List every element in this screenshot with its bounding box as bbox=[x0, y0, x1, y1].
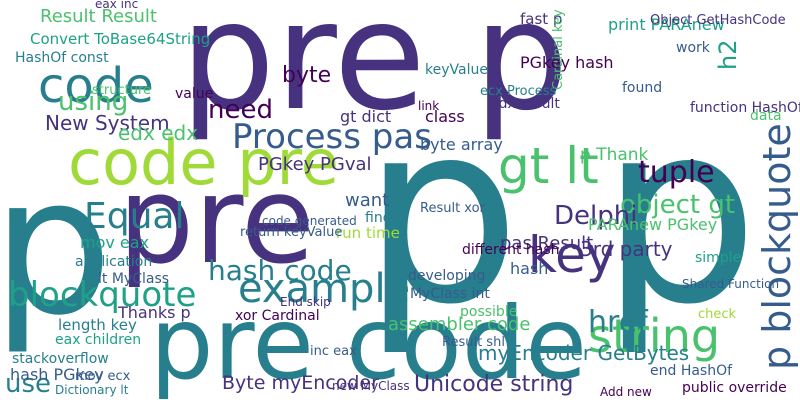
word: Result xor bbox=[420, 201, 486, 216]
word: ecx Process bbox=[480, 84, 557, 99]
word: function HashOf bbox=[690, 100, 800, 116]
word: keyValue bbox=[425, 62, 488, 78]
word: pre bbox=[118, 152, 315, 291]
word: stackoverflow bbox=[12, 351, 109, 367]
word: code generated bbox=[262, 214, 357, 228]
word: inc eax bbox=[310, 344, 357, 359]
word: hash bbox=[510, 259, 548, 278]
word: return keyValue bbox=[240, 225, 342, 240]
word: Add new bbox=[600, 385, 652, 399]
word: structure bbox=[92, 83, 151, 98]
word: p bbox=[0, 136, 113, 357]
word: data bbox=[750, 108, 782, 124]
word: code bbox=[38, 58, 154, 114]
word: want bbox=[345, 190, 389, 211]
word: Shared Function bbox=[682, 277, 779, 291]
word: Delphi bbox=[554, 201, 637, 231]
word: different hash bbox=[462, 242, 560, 258]
word: myEncoder GetBytes bbox=[478, 341, 689, 365]
word: Result shl bbox=[442, 335, 505, 350]
word: Thanks p bbox=[117, 303, 191, 322]
word: pas Result bbox=[500, 233, 593, 254]
word: Equal bbox=[84, 196, 184, 237]
word: using bbox=[58, 87, 128, 117]
word: tuple bbox=[638, 155, 715, 190]
word: check bbox=[698, 307, 737, 322]
word: work bbox=[676, 40, 711, 56]
word: developing bbox=[408, 268, 485, 284]
word: PGkey hash bbox=[520, 53, 614, 72]
word: possible bbox=[460, 304, 517, 320]
word: run time bbox=[336, 224, 400, 242]
word: xor Cardinal bbox=[235, 308, 320, 324]
word: h2 bbox=[714, 40, 742, 70]
word: need bbox=[208, 95, 273, 125]
word: HashOf const bbox=[15, 50, 109, 66]
word: blockquote bbox=[8, 275, 196, 315]
word: Dictionary lt bbox=[55, 383, 129, 397]
word: key bbox=[528, 226, 616, 284]
word: string bbox=[588, 309, 720, 363]
word: eax children bbox=[55, 332, 141, 348]
word: Convert ToBase64String bbox=[30, 30, 210, 48]
word: print PARAnew bbox=[608, 15, 725, 34]
word: Cardinal key bbox=[551, 9, 566, 90]
word: PGkey PGval bbox=[258, 154, 372, 175]
word: find bbox=[365, 210, 392, 226]
word: code pre bbox=[68, 126, 339, 199]
word: public override bbox=[682, 380, 787, 396]
word: new MyClass bbox=[332, 379, 410, 393]
word: MyClass int bbox=[410, 286, 490, 302]
word: edx result bbox=[490, 96, 560, 112]
word: pre p bbox=[180, 0, 569, 144]
word: length key bbox=[58, 316, 137, 334]
word: assembler code bbox=[388, 314, 530, 335]
word: p Thank bbox=[580, 145, 649, 165]
word: Unicode string bbox=[414, 372, 573, 397]
word: Byte myEncoder bbox=[222, 372, 379, 394]
word: end HashOf bbox=[650, 363, 733, 379]
word: mov eax bbox=[80, 233, 149, 252]
word: link bbox=[418, 99, 439, 113]
word: use bbox=[5, 369, 51, 399]
word: hash code bbox=[208, 254, 352, 287]
word: gt lt bbox=[498, 137, 599, 195]
word: Process pas bbox=[232, 117, 432, 157]
word: href bbox=[588, 305, 649, 340]
word: example bbox=[238, 266, 410, 312]
word: found bbox=[622, 80, 662, 96]
word: gt dict bbox=[340, 107, 391, 126]
word: New System bbox=[45, 111, 170, 135]
word: Object GetHashCode bbox=[650, 13, 786, 28]
word: simple bbox=[695, 250, 741, 266]
word: edx edx bbox=[118, 121, 198, 145]
word: mov ecx bbox=[75, 369, 131, 384]
word: 3rd party bbox=[580, 237, 673, 261]
word: Result Result bbox=[40, 6, 157, 27]
word: application bbox=[75, 254, 152, 270]
word: hash PGkey bbox=[10, 365, 104, 384]
word: byte bbox=[282, 63, 331, 88]
word: value bbox=[175, 86, 213, 102]
word: End skip bbox=[280, 295, 331, 309]
word: class bbox=[425, 107, 465, 126]
word: p blockquote bbox=[755, 123, 799, 370]
word: p p bbox=[362, 68, 759, 359]
word: eax inc bbox=[95, 0, 138, 11]
word: pre code bbox=[150, 285, 587, 400]
word: lt MyClass bbox=[98, 271, 169, 287]
word: PARAnew PGkey bbox=[588, 215, 717, 234]
word: byte array bbox=[420, 135, 503, 154]
word: object gt bbox=[620, 190, 735, 220]
word: fast p bbox=[520, 10, 562, 28]
